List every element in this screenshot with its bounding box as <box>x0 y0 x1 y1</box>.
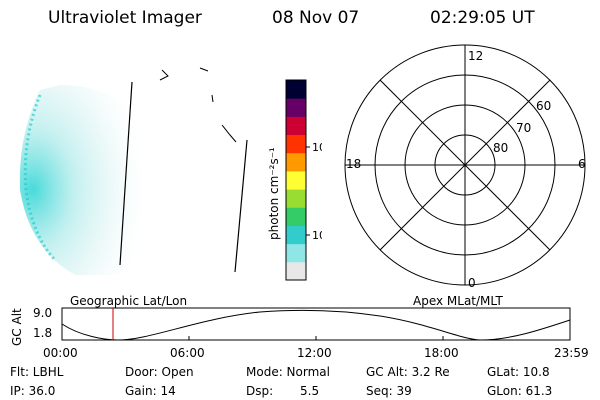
earth-limb-edge <box>23 94 57 262</box>
colorbar-band <box>286 152 306 172</box>
mlt-label-6: 6 <box>578 157 586 171</box>
terminator-line <box>119 81 133 266</box>
colorbar-band <box>286 261 306 281</box>
orbit-y-axis-label: GC Alt <box>10 308 24 346</box>
mlt-label-0: 0 <box>468 276 476 290</box>
status-mode: Mode: Normal <box>246 365 330 379</box>
status-seq: Seq: 39 <box>366 384 412 398</box>
orbit-y-tick-1.8: 1.8 <box>33 326 53 340</box>
polar-grid: 12 18 6 0 60 70 80 <box>344 44 586 290</box>
colorbar-band <box>286 243 306 263</box>
status-filter: Flt: LBHL <box>10 365 64 379</box>
colorbar-tick-100: 100 <box>312 141 322 154</box>
colorbar-band <box>286 134 306 154</box>
status-gc-alt: GC Alt: 3.2 Re <box>366 365 450 379</box>
orbit-x-tick-1800: 18:00 <box>424 346 459 360</box>
orbit-y-tick-9: 9.0 <box>33 306 53 320</box>
orbit-x-tick-1200: 12:00 <box>297 346 332 360</box>
orbit-title-left: Geographic Lat/Lon <box>70 294 188 308</box>
mlt-label-12: 12 <box>468 49 483 63</box>
orbit-title-right: Apex MLat/MLT <box>413 294 503 308</box>
colorbar-band <box>286 170 306 190</box>
mlt-label-18: 18 <box>346 157 361 171</box>
date-label: 08 Nov 07 <box>272 8 360 28</box>
colorbar-band <box>286 98 306 117</box>
orbit-x-tick-0600: 06:00 <box>170 346 205 360</box>
colorbar-band <box>286 225 306 245</box>
status-ip: IP: 36.0 <box>10 384 56 398</box>
orbit-x-tick-0000: 00:00 <box>43 346 78 360</box>
colorbar-band <box>286 189 306 208</box>
colorbar-unit-label: photon cm⁻²s⁻¹ <box>267 147 281 240</box>
time-label: 02:29:05 UT <box>430 8 535 28</box>
status-gain: Gain: 14 <box>125 384 176 398</box>
status-door: Door: Open <box>125 365 194 379</box>
terminator-line-right <box>234 139 248 273</box>
orbit-x-tick-2359: 23:59 <box>554 346 589 360</box>
colorbar-band <box>286 116 306 136</box>
lat-label-60: 60 <box>536 99 551 113</box>
colorbar-tick-10: 10 <box>312 229 322 242</box>
instrument-title: Ultraviolet Imager <box>48 8 202 28</box>
colorbar-band <box>286 207 306 226</box>
earth-dayside-glow <box>19 85 153 275</box>
lat-label-70: 70 <box>516 121 531 135</box>
uv-image-panel <box>19 67 248 275</box>
lat-label-80: 80 <box>493 141 508 155</box>
colorbar-band <box>286 80 306 99</box>
colorbar: 100 10 photon cm⁻²s⁻¹ <box>267 79 322 281</box>
status-glat: GLat: 10.8 <box>487 365 550 379</box>
orbit-track-dashed <box>159 67 237 143</box>
status-dsp-label: Dsp: <box>246 384 274 398</box>
altitude-curve <box>61 309 571 341</box>
orbit-altitude-plot <box>61 307 571 341</box>
status-dsp-value: 5.5 <box>300 384 320 398</box>
status-glon: GLon: 61.3 <box>487 384 553 398</box>
